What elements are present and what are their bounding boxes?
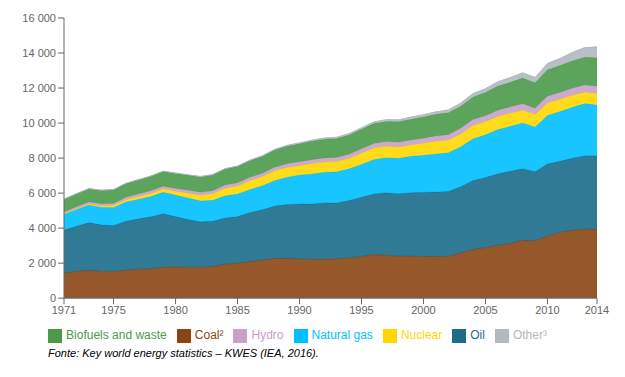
svg-text:2 000: 2 000 [28,257,56,269]
svg-text:8 000: 8 000 [28,152,56,164]
svg-text:2000: 2000 [411,304,435,316]
svg-text:16 000: 16 000 [22,12,56,24]
html-text:Other³: Other³ [512,328,547,343]
svg-text:12 000: 12 000 [22,82,56,94]
svg-text:4 000: 4 000 [28,222,56,234]
svg-text:10 000: 10 000 [22,117,56,129]
html-text:Hydro: Hydro [251,328,284,343]
svg-text:6 000: 6 000 [28,187,56,199]
html-text:Coal²: Coal² [194,328,224,343]
svg-text:1980: 1980 [163,304,187,316]
svg-text:1971: 1971 [52,304,76,316]
svg-text:1975: 1975 [101,304,125,316]
html-text:Fonte: Key world energy statis: Fonte: Key world energy statistics – KWE… [48,347,319,359]
html-text:Biofuels and waste: Biofuels and waste [66,328,167,343]
html-text:Natural gas: Natural gas [311,328,373,343]
svg-text:14 000: 14 000 [22,47,56,59]
svg-text:1995: 1995 [349,304,373,316]
svg-text:0: 0 [50,292,56,304]
svg-text:2010: 2010 [535,304,559,316]
html-text:Nuclear: Nuclear [400,328,443,343]
html-text:Oil: Oil [470,328,485,343]
svg-text:2005: 2005 [473,304,497,316]
svg-text:1990: 1990 [287,304,311,316]
svg-text:2014: 2014 [585,304,609,316]
svg-text:1985: 1985 [225,304,249,316]
